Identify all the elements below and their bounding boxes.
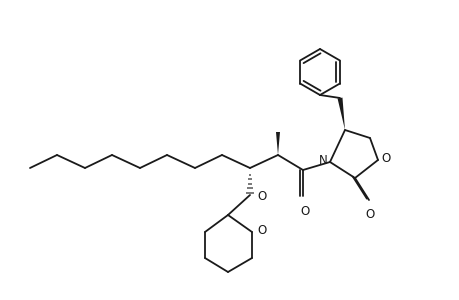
Polygon shape (337, 98, 344, 130)
Text: N: N (319, 154, 327, 166)
Polygon shape (275, 132, 280, 155)
Text: O: O (257, 224, 266, 236)
Text: O: O (364, 208, 374, 221)
Text: O: O (257, 190, 266, 202)
Text: O: O (380, 152, 389, 164)
Text: O: O (300, 205, 309, 218)
